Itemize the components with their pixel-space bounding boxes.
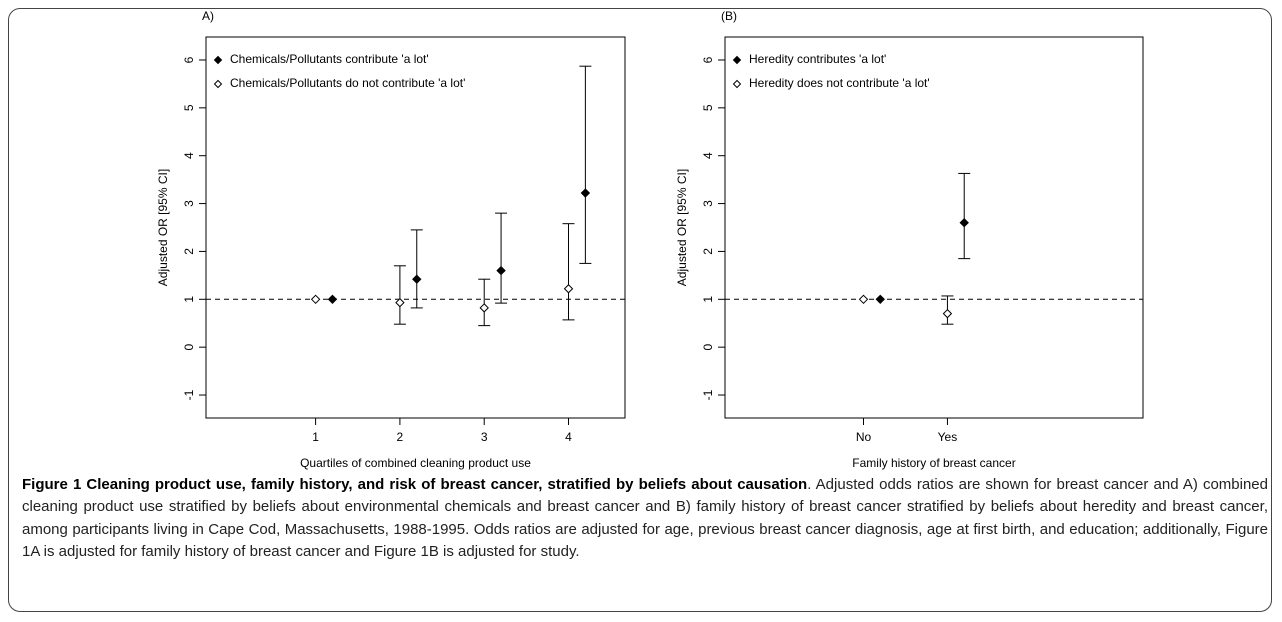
y-tick-label: 6 xyxy=(182,56,196,63)
legend-label: Chemicals/Pollutants contribute 'a lot' xyxy=(230,52,429,66)
x-axis-title: Family history of breast cancer xyxy=(852,456,1015,470)
y-axis-title: Adjusted OR [95% CI] xyxy=(156,169,170,286)
point xyxy=(327,294,338,305)
point xyxy=(875,294,885,305)
point xyxy=(310,294,321,305)
y-tick-label: 1 xyxy=(701,296,715,303)
point xyxy=(959,218,969,228)
y-tick-label: 0 xyxy=(701,344,715,351)
y-tick-label: 3 xyxy=(182,200,196,207)
y-tick-label: 3 xyxy=(701,200,715,207)
charts: A) -1 0 1 2 3 4 5 6 1 2 3 4 Quartiles of combined cle… xyxy=(156,9,1144,470)
y-tick-label: 5 xyxy=(182,104,196,111)
legend-marker xyxy=(732,79,742,89)
x-tick-label: 2 xyxy=(397,430,404,444)
point xyxy=(858,294,869,305)
y-tick-label: 4 xyxy=(701,152,715,159)
legend-label: Chemicals/Pollutants do not contribute '… xyxy=(230,76,465,90)
y-tick-label: 6 xyxy=(701,56,715,63)
legend-marker xyxy=(213,79,223,89)
plot-box xyxy=(205,36,626,419)
y-tick-label: 0 xyxy=(182,344,196,351)
y-tick-label: 1 xyxy=(182,296,196,303)
legend-marker xyxy=(732,55,742,65)
x-tick-label: No xyxy=(856,430,872,444)
legend-label: Heredity does not contribute 'a lot' xyxy=(749,76,930,90)
point xyxy=(412,274,422,284)
caption-title: Figure 1 Cleaning product use, family hi… xyxy=(22,476,808,493)
point xyxy=(580,188,591,198)
point xyxy=(395,297,405,308)
caption-text: . Adjusted odds ratios are shown for bre… xyxy=(22,476,1268,561)
x-tick-label: 1 xyxy=(312,430,319,444)
y-tick-label: 2 xyxy=(701,248,715,255)
plot-box xyxy=(724,36,1144,419)
y-tick-label: 5 xyxy=(701,104,715,111)
point xyxy=(942,308,953,319)
panel-label: (B) xyxy=(721,9,737,23)
x-axis-title: Quartiles of combined cleaning product u… xyxy=(300,456,531,470)
x-tick-label: 3 xyxy=(481,430,488,444)
y-tick-label: 2 xyxy=(182,248,196,255)
point xyxy=(496,265,506,276)
y-axis-title: Adjusted OR [95% CI] xyxy=(675,169,689,286)
y-tick-label: -1 xyxy=(182,389,196,400)
legend-label: Heredity contributes 'a lot' xyxy=(749,52,886,66)
figure-frame xyxy=(8,8,1272,612)
caption: Figure 1 Cleaning product use, family hi… xyxy=(22,474,1268,564)
point xyxy=(479,303,489,313)
x-tick-label: Yes xyxy=(938,430,958,444)
panel-label: A) xyxy=(202,9,214,23)
x-tick-label: 4 xyxy=(565,430,572,444)
y-tick-label: -1 xyxy=(701,389,715,400)
y-tick-label: 4 xyxy=(182,152,196,159)
legend-marker xyxy=(213,55,223,65)
point xyxy=(563,284,574,294)
